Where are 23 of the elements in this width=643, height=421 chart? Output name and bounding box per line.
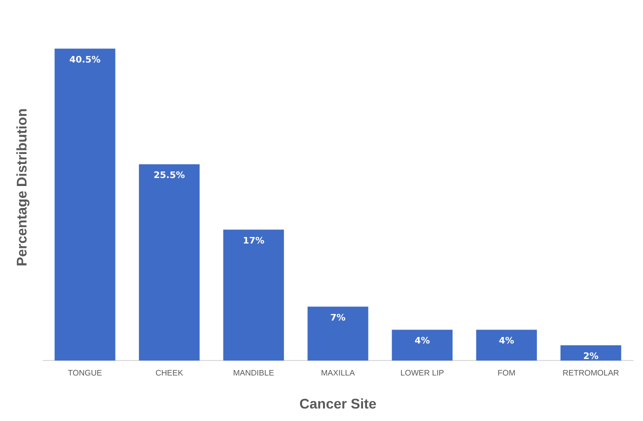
data-label: 4% xyxy=(498,336,514,347)
bar xyxy=(308,306,368,361)
x-tick-label: MANDIBLE xyxy=(233,368,274,378)
bar xyxy=(476,330,537,361)
data-label: 7% xyxy=(330,314,346,324)
x-tick-label: FOM xyxy=(498,368,516,378)
x-tick-label: CHEEK xyxy=(155,368,184,378)
y-axis-title: Percentage Distribution xyxy=(13,108,30,266)
data-label: 17% xyxy=(242,236,264,247)
data-label: 40.5% xyxy=(69,56,101,66)
x-axis-title: Cancer Site xyxy=(299,395,377,412)
data-label: 25.5% xyxy=(154,171,185,182)
bar xyxy=(138,164,200,361)
x-tick-label: LOWER LIP xyxy=(400,368,444,378)
data-label: 2% xyxy=(583,352,598,362)
x-tick-label: TONGUE xyxy=(68,368,102,378)
data-label: 4% xyxy=(414,336,430,347)
bar xyxy=(54,48,116,361)
x-tick-label: RETROMOLAR xyxy=(562,368,620,378)
bar xyxy=(223,230,284,361)
bar xyxy=(560,345,622,361)
x-tick-label: MAXILLA xyxy=(321,368,356,378)
bar xyxy=(392,330,453,361)
